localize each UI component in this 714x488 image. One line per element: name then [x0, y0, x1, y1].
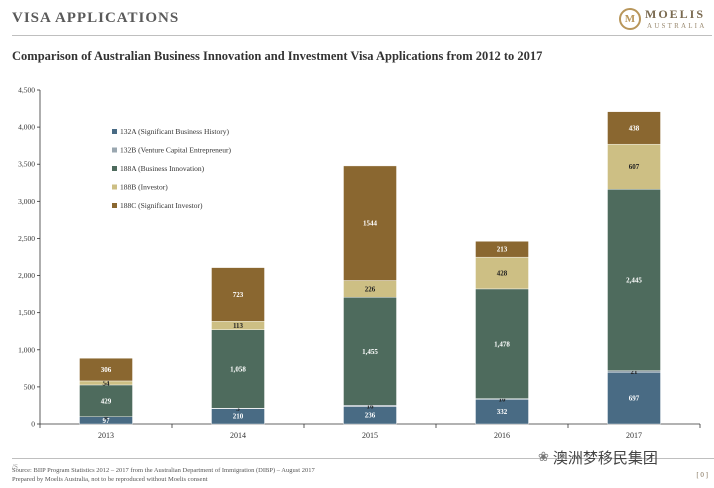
data-label-s188C-2017: 438	[629, 124, 640, 132]
y-tick-label: 4,000	[18, 123, 35, 132]
data-label-s132B-2016: 10	[499, 395, 507, 403]
data-label-s188B-2014: 113	[233, 322, 244, 330]
y-tick-label: 0	[31, 420, 35, 429]
data-label-s188B-2013: 54	[103, 379, 111, 387]
bar-s132A-2016	[475, 399, 529, 425]
y-tick-label: 3,500	[18, 160, 35, 169]
bar-s188C-2016	[475, 241, 529, 258]
legend-label-s132B: 132B (Venture Capital Entrepreneur)	[120, 146, 232, 155]
chart-title: Comparison of Australian Business Innova…	[12, 49, 543, 63]
logo-subtitle: AUSTRALIA	[647, 22, 707, 30]
legend-label-s188C: 188C (Significant Investor)	[120, 201, 203, 210]
legend-swatch-s188A	[112, 166, 117, 171]
data-label-s188A-2015: 1,455	[362, 348, 378, 356]
footer-source: Source: BIIP Program Statistics 2012 – 2…	[12, 467, 315, 474]
y-tick-label: 1,500	[18, 308, 35, 317]
data-label-s188B-2015: 226	[365, 285, 376, 293]
data-label-s188A-2014: 1,058	[230, 365, 246, 373]
data-label-s132A-2016: 332	[497, 408, 508, 416]
data-label-s132B-2013: 0	[104, 413, 108, 421]
y-tick-label: 2,000	[18, 271, 35, 280]
watermark-text: 澳洲梦移民集团	[552, 449, 658, 467]
bar-s188C-2014	[211, 267, 265, 322]
y-tick-label: 500	[24, 382, 36, 391]
x-tick-label: 2017	[626, 431, 642, 440]
x-tick-label: 2015	[362, 431, 378, 440]
x-tick-label: 2016	[494, 431, 510, 440]
y-tick-label: 4,500	[18, 86, 35, 95]
wechat-icon: ❀	[538, 450, 549, 465]
legend-label-s188A: 188A (Business Innovation)	[120, 164, 205, 173]
bar-s188C-2017	[607, 111, 661, 145]
bar-s188B-2017	[607, 143, 661, 190]
y-tick-label: 3,000	[18, 197, 35, 206]
bar-s188C-2013	[79, 358, 133, 382]
header-divider	[12, 35, 712, 36]
footer-prepared: Prepared by Moelis Australia, not to be …	[12, 476, 208, 483]
data-label-s188C-2014: 723	[233, 291, 244, 299]
legend-swatch-s188B	[112, 184, 117, 190]
data-label-s188A-2017: 2,445	[626, 276, 642, 284]
data-label-s132B-2014: 3	[236, 405, 240, 413]
legend-swatch-s132B	[112, 147, 117, 153]
data-label-s188A-2016: 1,478	[494, 340, 510, 348]
y-tick-label: 2,500	[18, 234, 35, 243]
page-title: VISA APPLICATIONS	[12, 10, 180, 26]
corner-mark: /S	[12, 463, 18, 471]
moelis-logo: M MOELIS AUSTRALIA	[619, 7, 709, 32]
data-label-s132B-2015: 16	[367, 402, 375, 410]
data-label-s188B-2017: 607	[629, 163, 640, 171]
y-tick-label: 1,000	[18, 345, 35, 354]
bar-s188A-2013	[79, 384, 133, 418]
x-tick-label: 2013	[98, 431, 114, 440]
legend-label-s188B: 188B (Investor)	[120, 183, 168, 192]
logo-mark-icon: M	[619, 8, 641, 30]
data-label-s188C-2016: 213	[497, 246, 508, 254]
data-label-s132A-2014: 210	[233, 413, 244, 421]
bar-s188A-2015	[343, 297, 397, 406]
data-label-s132B-2017: 21	[631, 368, 639, 376]
bar-s188A-2014	[211, 329, 265, 409]
page-number: [ 0 ]	[696, 471, 708, 479]
bar-s188A-2016	[475, 288, 529, 399]
data-label-s188A-2013: 429	[101, 397, 112, 405]
data-label-s132A-2013: 97	[103, 417, 111, 425]
bar-s132A-2017	[607, 372, 661, 425]
data-label-s132A-2017: 697	[629, 395, 640, 403]
logo-name: MOELIS	[645, 7, 706, 21]
data-label-s188B-2016: 428	[497, 270, 508, 278]
footer-divider	[12, 458, 714, 459]
data-label-s132A-2015: 236	[365, 412, 376, 420]
bar-s188C-2015	[343, 165, 397, 281]
x-tick-label: 2014	[230, 431, 246, 440]
bar-s188A-2017	[607, 189, 661, 371]
watermark: ❀ 澳洲梦移民集团	[538, 447, 658, 468]
data-label-s188C-2015: 1544	[363, 220, 378, 228]
legend-label-s132A: 132A (Significant Business History)	[120, 127, 229, 136]
legend-swatch-s132A	[112, 129, 117, 134]
data-label-s188C-2013: 306	[101, 366, 112, 374]
legend-swatch-s188C	[112, 203, 117, 208]
